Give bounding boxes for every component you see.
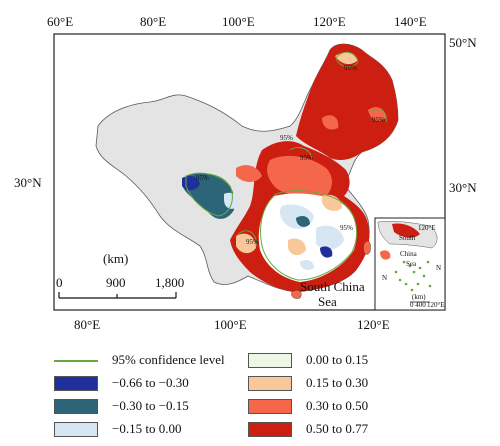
inset-bottom-label: 120°E [427, 301, 445, 309]
legend-swatch [54, 421, 98, 437]
legend-item-pos-high: 0.50 to 0.77 [248, 420, 368, 438]
inset-label-china: China [400, 250, 418, 258]
island-taiwan [363, 241, 371, 255]
patch-blue-light-3 [300, 260, 314, 270]
legend-label: −0.66 to −0.30 [112, 375, 189, 390]
patch-blue-light-2 [316, 225, 344, 250]
sea-label-line1: South China [300, 279, 365, 294]
lon-label-120e: 120°E [313, 14, 346, 29]
inset-red [392, 223, 420, 238]
confidence-contours [185, 51, 387, 281]
inset-islands [394, 260, 432, 292]
scale-bar [58, 292, 177, 299]
contour-label-2: 95% [280, 134, 293, 142]
legend-item-neg-high: −0.66 to −0.30 [54, 374, 189, 392]
legend-item-pos-mid-high: 0.30 to 0.50 [248, 397, 368, 415]
contour-label-7: 95% [340, 224, 353, 232]
inset-label-sea: Sea [406, 260, 417, 268]
legend-swatch [54, 375, 98, 391]
lon-label-100e: 100°E [222, 14, 255, 29]
inset-top-label: 120°E [418, 224, 436, 232]
contour-label-1: 95% [196, 174, 209, 182]
lon-label-60e: 60°E [47, 14, 73, 29]
inset-unit: (km) [412, 293, 426, 301]
scale-unit: (km) [103, 251, 128, 266]
contour-label-3: 95% [300, 154, 313, 162]
legend-label: 0.00 to 0.15 [306, 352, 369, 367]
patch-orange-west [236, 165, 262, 182]
contour-label-6: 95% [246, 238, 259, 246]
patch-peach-1 [288, 238, 306, 256]
contour-label-5: 95% [372, 116, 385, 124]
legend-swatch [248, 398, 292, 414]
legend-swatch [248, 421, 292, 437]
patch-blue-light-west [224, 192, 239, 209]
scale-tick-0: 0 [56, 275, 63, 290]
legend-label: −0.30 to −0.15 [112, 398, 189, 413]
lat-label-right-30n: 30°N [449, 180, 477, 195]
legend-item-confidence: 95% confidence level [54, 351, 225, 369]
scale-tick-1800: 1,800 [155, 275, 184, 290]
inset-hainan [380, 250, 391, 260]
lat-label-right-50n: 50°N [449, 35, 477, 50]
inset-n-right: N [436, 264, 441, 272]
lat-label-left-30n: 30°N [14, 175, 42, 190]
legend-item-neg-mid: −0.30 to −0.15 [54, 397, 189, 415]
legend-label: 0.15 to 0.30 [306, 375, 369, 390]
patch-teal-1 [296, 216, 310, 227]
lon-label-bottom-80e: 80°E [74, 317, 100, 332]
lon-label-140e: 140°E [394, 14, 427, 29]
inset-n-left: N [382, 274, 387, 282]
inset-scale-text: 0 400 [410, 301, 426, 309]
sea-label-line2: Sea [318, 294, 337, 309]
lon-label-bottom-100e: 100°E [214, 317, 247, 332]
lon-label-bottom-120e: 120°E [357, 317, 390, 332]
legend-swatch [248, 352, 292, 368]
patch-central-orange [267, 155, 332, 198]
patch-ne-light [335, 52, 358, 65]
island-hainan [291, 290, 302, 299]
legend-line-swatch [54, 353, 98, 368]
scale-tick-900: 900 [106, 275, 126, 290]
inset-label-south: South [399, 234, 416, 242]
legend-label: 95% confidence level [112, 352, 225, 367]
legend-label: 0.30 to 0.50 [306, 398, 369, 413]
legend-item-pos-mid-low: 0.15 to 0.30 [248, 374, 368, 392]
lon-label-80e: 80°E [140, 14, 166, 29]
patch-navy-1 [320, 246, 333, 258]
region-northeast [296, 44, 398, 160]
legend-item-neg-low: −0.15 to 0.00 [54, 420, 181, 438]
legend-swatch [54, 398, 98, 414]
legend-label: 0.50 to 0.77 [306, 421, 369, 436]
contour-label-4: 95% [344, 64, 357, 72]
legend-swatch [248, 375, 292, 391]
legend-item-pos-low: 0.00 to 0.15 [248, 351, 368, 369]
patch-ne-orange2 [322, 115, 339, 130]
patch-peach-3 [236, 233, 256, 254]
legend-label: −0.15 to 0.00 [112, 421, 182, 436]
